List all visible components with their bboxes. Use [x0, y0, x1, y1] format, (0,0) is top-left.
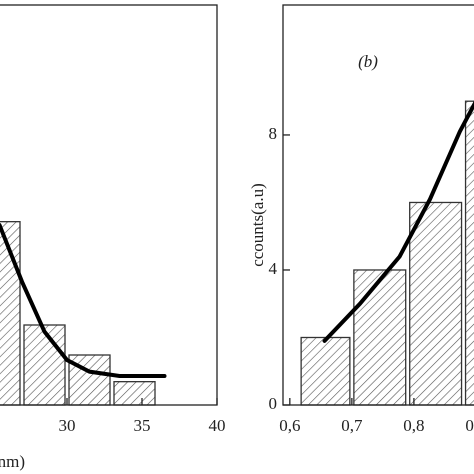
- y-tick-label: 0: [269, 394, 278, 413]
- bar: [409, 201, 463, 406]
- x-tick-label: 25: [0, 416, 1, 435]
- x-tick-label: 35: [134, 416, 151, 435]
- bar: [23, 324, 66, 406]
- bar: [464, 100, 474, 406]
- x-tick-label: 0,7: [341, 416, 363, 435]
- bar: [300, 336, 351, 406]
- annotation: (b): [358, 52, 378, 71]
- y-tick-label: 8: [269, 124, 278, 143]
- x-tick-label: 0,9: [465, 416, 474, 435]
- x-tick-label: 30: [59, 416, 76, 435]
- fit-curve: [322, 100, 474, 343]
- x-tick-label: 0,8: [403, 416, 424, 435]
- x-tick-label: 40: [209, 416, 226, 435]
- y-axis-label: ccounts(a.u): [248, 183, 267, 267]
- bar: [353, 269, 407, 406]
- plot-frame: [282, 4, 474, 406]
- x-tick-label: 0,6: [279, 416, 300, 435]
- y-tick-label: 4: [269, 259, 278, 278]
- x-axis-label: (nm): [0, 452, 25, 471]
- fit-curve: [0, 223, 167, 378]
- bar: [113, 381, 156, 406]
